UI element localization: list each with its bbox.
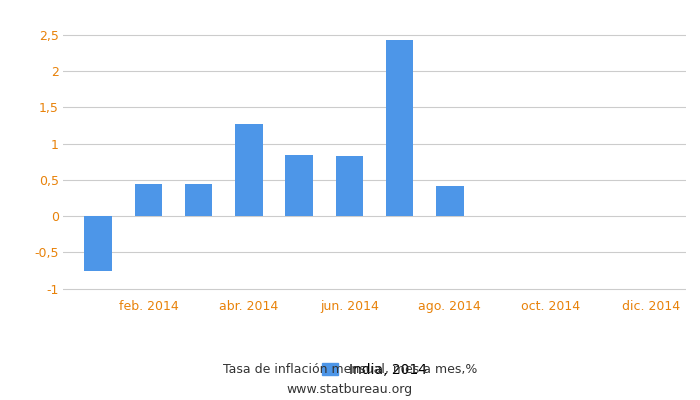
Bar: [386, 40, 414, 216]
Bar: [85, 216, 112, 271]
Text: Tasa de inflación mensual, mes a mes,%: Tasa de inflación mensual, mes a mes,%: [223, 364, 477, 376]
Bar: [286, 155, 313, 216]
Bar: [436, 186, 463, 216]
Bar: [335, 156, 363, 216]
Bar: [185, 184, 213, 216]
Bar: [134, 184, 162, 216]
Bar: [235, 124, 262, 216]
Legend: India, 2014: India, 2014: [321, 363, 428, 377]
Text: www.statbureau.org: www.statbureau.org: [287, 384, 413, 396]
